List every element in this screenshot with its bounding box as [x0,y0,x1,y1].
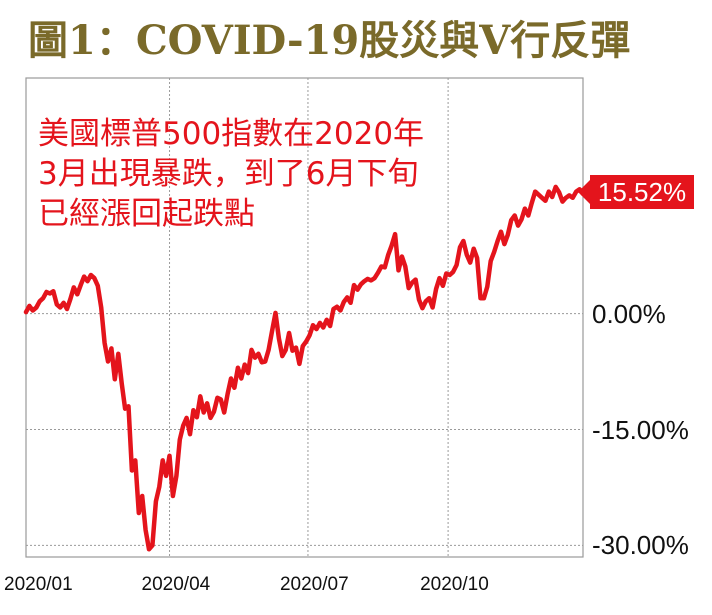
y-tick-label: -30.00% [592,530,689,561]
x-tick-label: 2020/07 [279,574,349,595]
chart-title: 圖1：COVID-19股災與V行反彈 [28,17,631,64]
plot-frame [25,77,584,558]
chart-annotation: 美國標普500指數在2020年 3月出現暴跌，到了6月下旬 已經漲回起跌點 [38,116,425,232]
y-tick-label: -15.00% [592,414,689,445]
series-line [23,184,586,552]
x-tick-label: 2020/04 [141,574,211,595]
x-tick-label: 2020/10 [420,574,489,595]
y-tick-label: 0.00% [592,298,666,329]
x-tick-label: 2020/01 [4,574,73,595]
end-value-label: 15.52% [578,175,694,209]
